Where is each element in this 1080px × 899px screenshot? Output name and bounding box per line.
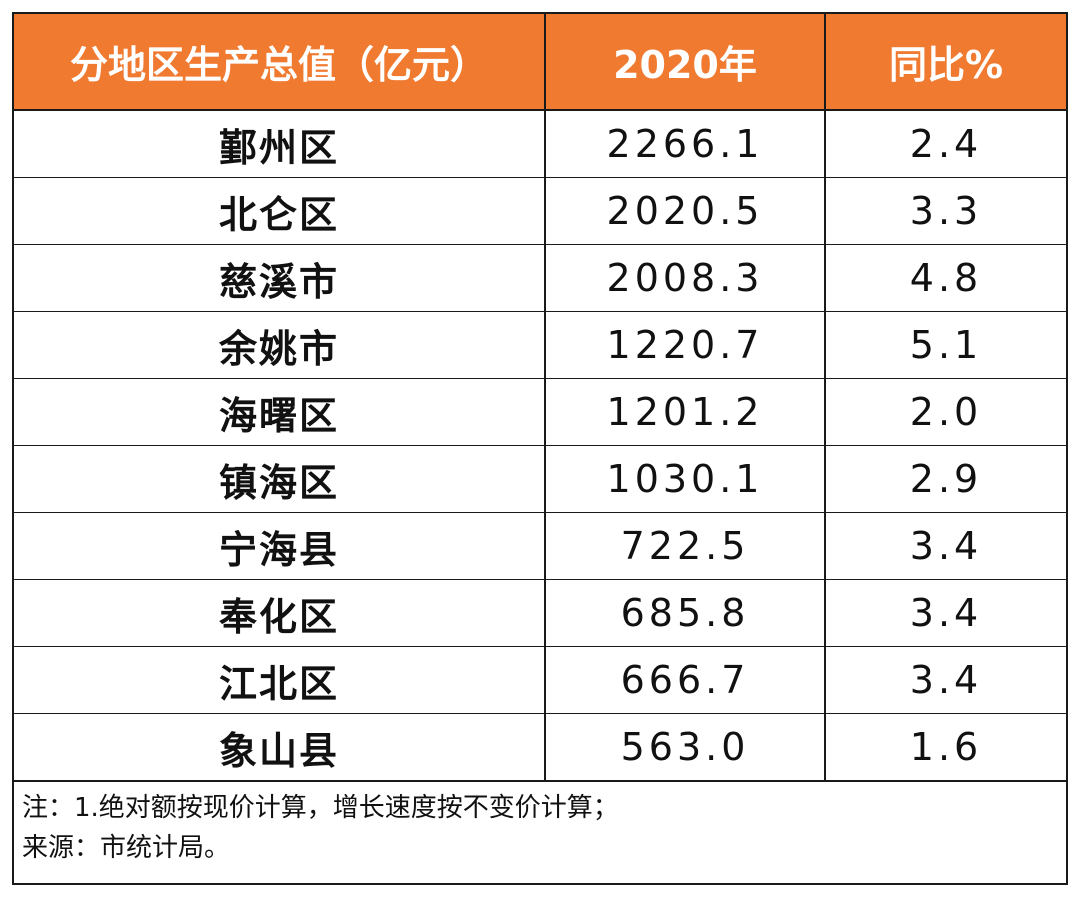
value-cell: 2266.1	[544, 110, 825, 178]
header-yoy: 同比%	[824, 14, 1066, 111]
table-row: 奉化区 685.8 3.4	[14, 579, 1066, 647]
region-cell: 奉化区	[14, 579, 545, 647]
value-cell: 666.7	[544, 646, 825, 714]
table-header: 分地区生产总值（亿元） 2020年 同比%	[14, 14, 1066, 111]
table-row: 宁海县 722.5 3.4	[14, 512, 1066, 580]
gdp-table-frame: 分地区生产总值（亿元） 2020年 同比% 鄞州区 2266.1 2.4 北仑区…	[12, 12, 1068, 885]
yoy-cell: 3.4	[824, 646, 1066, 714]
table-body: 鄞州区 2266.1 2.4 北仑区 2020.5 3.3 慈溪市 2008.3…	[14, 110, 1066, 780]
yoy-cell: 1.6	[824, 713, 1066, 780]
region-cell: 象山县	[14, 713, 545, 780]
yoy-cell: 5.1	[824, 311, 1066, 379]
header-row: 分地区生产总值（亿元） 2020年 同比%	[14, 14, 1066, 111]
calculation-note: 注：1.绝对额按现价计算，增长速度按不变价计算；	[22, 793, 619, 823]
header-2020: 2020年	[544, 14, 825, 111]
value-cell: 722.5	[544, 512, 825, 580]
yoy-cell: 4.8	[824, 244, 1066, 312]
table-row: 江北区 666.7 3.4	[14, 646, 1066, 714]
value-cell: 2020.5	[544, 177, 825, 245]
regional-gdp-table: 分地区生产总值（亿元） 2020年 同比% 鄞州区 2266.1 2.4 北仑区…	[14, 14, 1066, 780]
region-cell: 北仑区	[14, 177, 545, 245]
region-cell: 宁海县	[14, 512, 545, 580]
yoy-cell: 2.0	[824, 378, 1066, 446]
region-cell: 海曙区	[14, 378, 545, 446]
value-cell: 2008.3	[544, 244, 825, 312]
table-row: 北仑区 2020.5 3.3	[14, 177, 1066, 245]
region-cell: 江北区	[14, 646, 545, 714]
yoy-cell: 3.4	[824, 579, 1066, 647]
table-row: 鄞州区 2266.1 2.4	[14, 110, 1066, 178]
yoy-cell: 3.3	[824, 177, 1066, 245]
region-cell: 镇海区	[14, 445, 545, 513]
table-row: 余姚市 1220.7 5.1	[14, 311, 1066, 379]
value-cell: 1220.7	[544, 311, 825, 379]
table-row: 镇海区 1030.1 2.9	[14, 445, 1066, 513]
header-region: 分地区生产总值（亿元）	[14, 14, 545, 111]
region-cell: 余姚市	[14, 311, 545, 379]
source-note: 来源：市统计局。	[22, 833, 231, 863]
yoy-cell: 2.9	[824, 445, 1066, 513]
table-row: 慈溪市 2008.3 4.8	[14, 244, 1066, 312]
yoy-cell: 2.4	[824, 110, 1066, 178]
table-row: 海曙区 1201.2 2.0	[14, 378, 1066, 446]
value-cell: 1201.2	[544, 378, 825, 446]
region-cell: 鄞州区	[218, 125, 339, 170]
table-row: 象山县 563.0 1.6	[14, 713, 1066, 780]
yoy-cell: 3.4	[824, 512, 1066, 580]
value-cell: 685.8	[544, 579, 825, 647]
value-cell: 563.0	[544, 713, 825, 780]
value-cell: 1030.1	[544, 445, 825, 513]
region-cell: 慈溪市	[14, 244, 545, 312]
table-footnotes: 注：1.绝对额按现价计算，增长速度按不变价计算； 来源：市统计局。	[14, 780, 1066, 868]
